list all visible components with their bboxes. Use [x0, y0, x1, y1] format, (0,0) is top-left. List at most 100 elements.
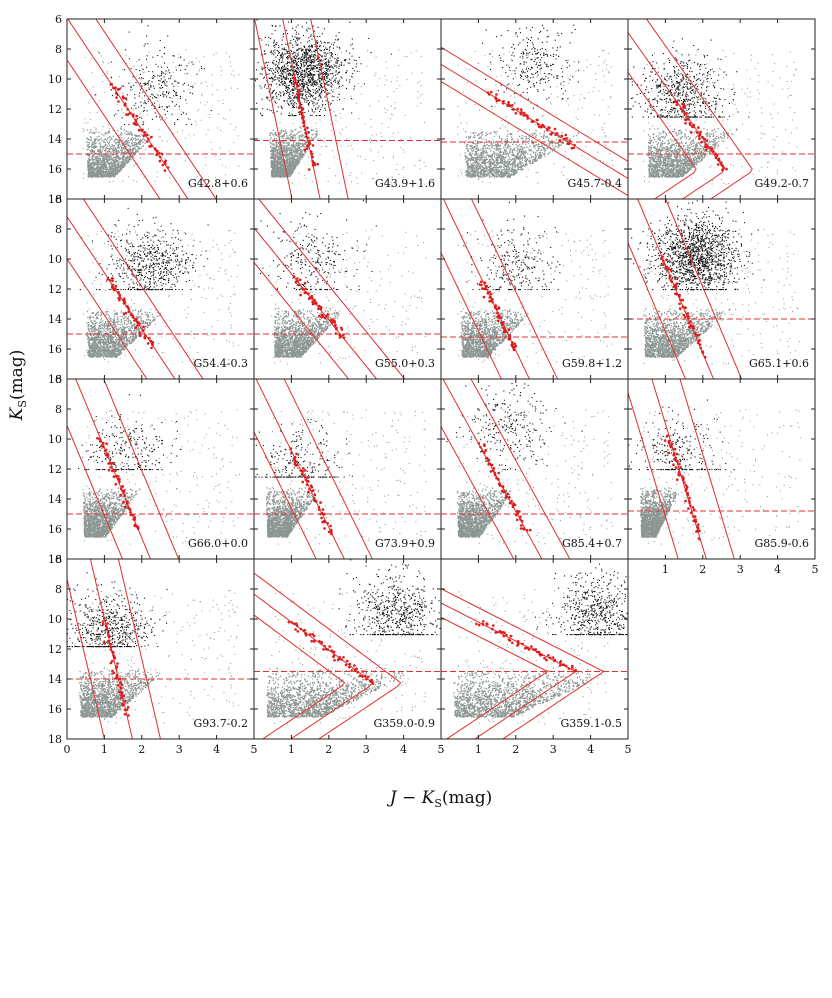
star-point	[290, 174, 292, 176]
star-point	[114, 141, 116, 144]
star-point	[332, 150, 334, 152]
star-point	[148, 88, 150, 90]
star-point	[319, 64, 321, 66]
star-point	[92, 158, 94, 161]
star-point	[216, 89, 218, 91]
star-point	[295, 142, 297, 144]
star-point	[267, 67, 269, 69]
star-point	[271, 156, 273, 158]
star-point	[318, 45, 320, 47]
star-point	[307, 41, 309, 43]
star-point	[335, 77, 337, 79]
star-point	[334, 74, 336, 76]
star-point	[90, 175, 92, 177]
star-point	[282, 145, 284, 147]
star-point	[98, 171, 100, 173]
star-point	[145, 89, 147, 91]
star-point	[324, 52, 326, 54]
star-point	[93, 150, 95, 152]
star-point	[120, 127, 122, 129]
star-point	[198, 108, 200, 110]
star-point	[300, 126, 302, 128]
star-point	[336, 100, 338, 101]
star-point	[175, 66, 177, 68]
star-point	[82, 178, 84, 179]
star-point	[288, 153, 290, 155]
star-point	[302, 49, 304, 51]
star-point	[326, 48, 328, 50]
star-point	[101, 167, 103, 170]
star-point	[324, 67, 326, 69]
star-point	[353, 59, 355, 61]
star-point	[256, 19, 258, 21]
star-point	[312, 95, 314, 97]
star-point	[318, 70, 320, 72]
star-point	[290, 97, 292, 99]
star-point	[301, 65, 303, 67]
star-point	[106, 141, 109, 143]
star-point	[353, 70, 355, 72]
star-point	[278, 80, 280, 82]
star-point	[288, 172, 290, 174]
star-point	[294, 62, 296, 64]
star-point	[142, 68, 144, 70]
star-point	[276, 150, 279, 152]
star-point	[336, 59, 338, 61]
star-point	[110, 174, 112, 176]
star-point	[291, 129, 293, 131]
star-point	[103, 168, 105, 171]
star-point	[97, 175, 99, 177]
star-point	[301, 79, 303, 81]
star-point	[275, 157, 277, 159]
star-point	[311, 65, 313, 67]
star-point	[303, 144, 305, 146]
red-clump-star	[161, 163, 165, 167]
star-point	[368, 139, 370, 141]
star-point	[270, 132, 272, 134]
star-point	[352, 67, 354, 69]
star-point	[95, 157, 98, 159]
star-point	[207, 129, 209, 131]
star-point	[260, 53, 262, 55]
star-point	[397, 132, 399, 134]
star-point	[91, 141, 94, 143]
star-point	[140, 134, 143, 136]
star-point	[277, 155, 279, 157]
star-point	[396, 163, 398, 165]
star-point	[121, 85, 123, 87]
star-point	[134, 134, 136, 136]
model-track-2	[95, 19, 217, 199]
star-point	[327, 74, 329, 76]
star-point	[309, 60, 311, 62]
star-point	[351, 38, 353, 40]
star-point	[283, 164, 286, 166]
star-point	[160, 87, 162, 89]
star-point	[319, 119, 321, 121]
star-point	[316, 12, 317, 13]
star-point	[303, 145, 305, 147]
star-point	[292, 157, 294, 160]
star-point	[309, 81, 311, 83]
star-point	[293, 81, 295, 83]
star-point	[352, 98, 354, 100]
star-point	[335, 71, 337, 73]
star-point	[298, 111, 300, 113]
star-point	[136, 150, 138, 152]
star-point	[135, 136, 137, 138]
star-point	[315, 93, 317, 95]
star-point	[285, 174, 287, 177]
star-point	[88, 160, 90, 162]
star-point	[273, 138, 275, 141]
star-point	[274, 133, 276, 135]
star-point	[302, 70, 304, 72]
star-point	[289, 115, 291, 117]
star-point	[95, 94, 97, 96]
star-point	[274, 158, 276, 160]
star-point	[292, 144, 294, 146]
star-point	[151, 118, 153, 120]
star-point	[272, 149, 274, 152]
star-point	[238, 74, 240, 75]
star-point	[122, 158, 124, 160]
star-point	[404, 114, 406, 116]
star-point	[112, 154, 114, 156]
